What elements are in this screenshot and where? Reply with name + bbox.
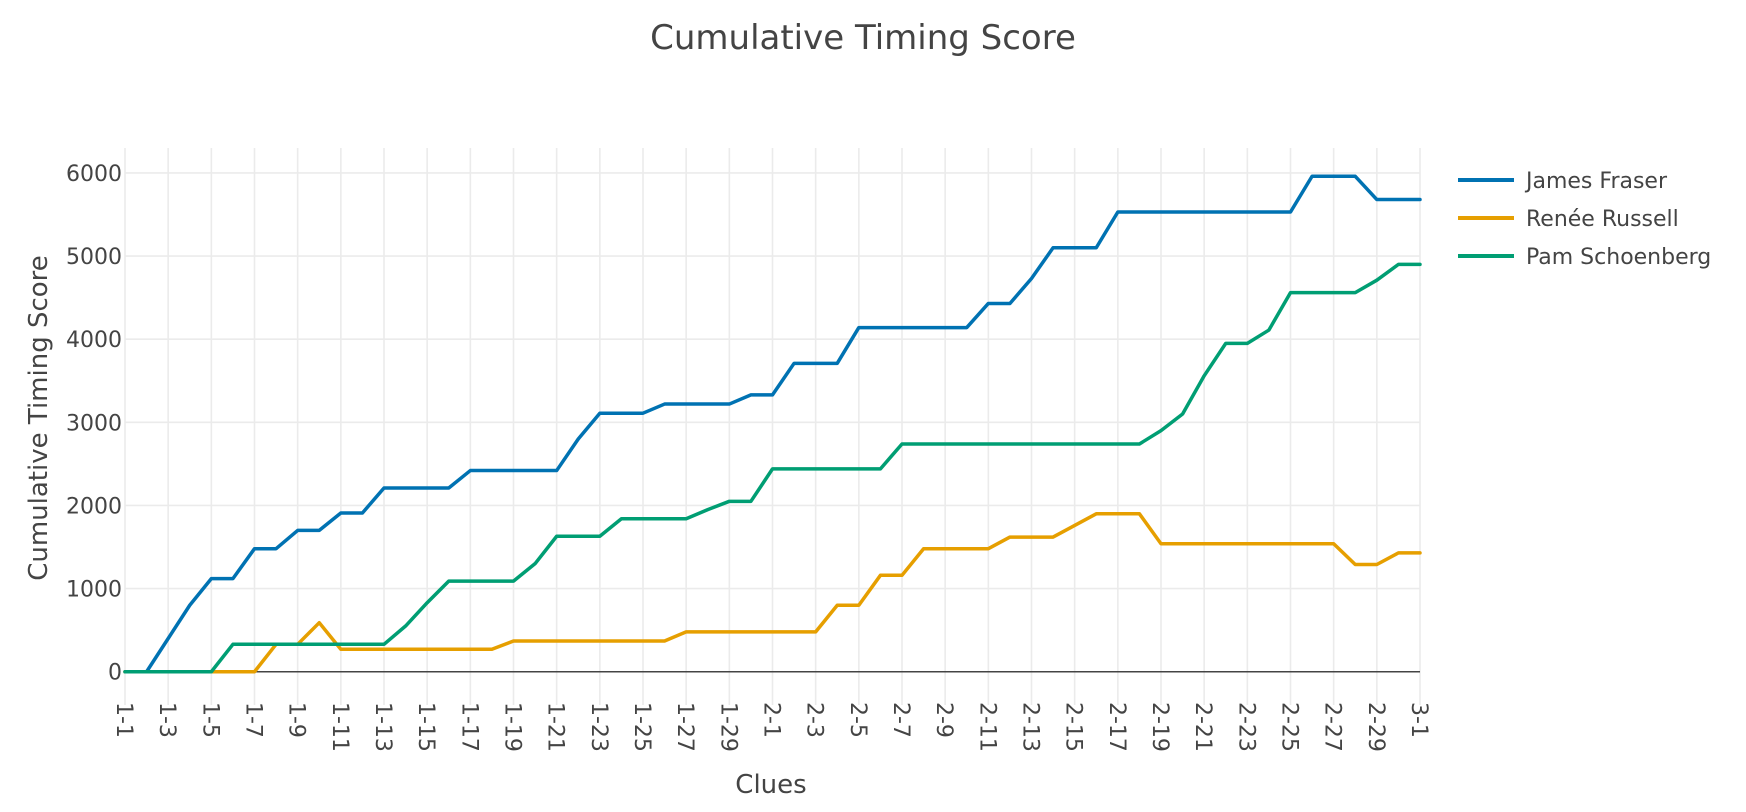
y-tick-label: 2000 [66, 494, 122, 519]
x-tick-label: 1-21 [543, 702, 568, 752]
x-tick-label: 2-21 [1190, 702, 1215, 752]
x-tick-label: 2-9 [931, 702, 956, 738]
x-tick-label: 1-25 [629, 702, 654, 752]
y-tick-label: 4000 [66, 328, 122, 353]
grid [124, 148, 1421, 705]
x-tick-label: 1-19 [500, 702, 525, 752]
x-tick-label: 2-19 [1147, 702, 1172, 752]
x-tick-label: 1-13 [370, 702, 395, 752]
x-tick-label: 2-25 [1277, 702, 1302, 752]
x-tick-label: 2-7 [888, 702, 913, 738]
x-tick-label: 1-23 [586, 702, 611, 752]
x-tick-label: 2-5 [845, 702, 870, 738]
legend: James Fraser Renée Russell Pam Schoenberg [1458, 169, 1711, 270]
x-tick-label: 2-17 [1104, 702, 1129, 752]
series-line-3 [123, 262, 1422, 674]
x-tick-label: 2-3 [802, 702, 827, 738]
y-tick-label: 6000 [66, 162, 122, 187]
x-tick-label: 1-15 [413, 702, 438, 752]
legend-label: Pam Schoenberg [1526, 245, 1711, 270]
x-tick-label: 1-27 [672, 702, 697, 752]
y-tick-label: 1000 [66, 578, 122, 603]
legend-label: Renée Russell [1526, 207, 1679, 232]
x-tick-label: 2-23 [1233, 702, 1258, 752]
x-tick-label: 1-9 [284, 702, 309, 738]
y-axis-title: Cumulative Timing Score [24, 255, 54, 581]
x-tick-label: 2-11 [974, 702, 999, 752]
y-tick-label: 3000 [66, 411, 122, 436]
x-tick-label: 2-13 [1018, 702, 1043, 752]
chart-title: Cumulative Timing Score [650, 18, 1076, 58]
x-tick-label: 1-3 [154, 702, 179, 738]
series-lines [123, 174, 1422, 674]
x-tick-label: 1-17 [456, 702, 481, 752]
x-tick-label: 1-11 [327, 702, 352, 752]
x-axis-title: Clues [735, 770, 806, 800]
legend-label: James Fraser [1524, 169, 1668, 194]
x-tick-label: 1-7 [241, 702, 266, 738]
series-line-2 [123, 512, 1422, 674]
x-tick-label: 3-1 [1406, 702, 1431, 738]
y-tick-label: 0 [108, 661, 122, 686]
x-tick-label: 2-1 [759, 702, 784, 738]
x-tick-label: 1-1 [111, 702, 136, 738]
x-tick-label: 2-15 [1061, 702, 1086, 752]
x-tick-label: 1-29 [715, 702, 740, 752]
series-line-1 [123, 174, 1422, 674]
x-tick-label: 1-5 [197, 702, 222, 738]
x-tick-label: 2-29 [1363, 702, 1388, 752]
axes: 1-1 1-3 1-5 1-7 1-9 1-11 1-13 1-15 1-17 1-19 1-21 1… [66, 162, 1431, 752]
y-tick-label: 5000 [66, 245, 122, 270]
x-tick-label: 2-27 [1320, 702, 1345, 752]
